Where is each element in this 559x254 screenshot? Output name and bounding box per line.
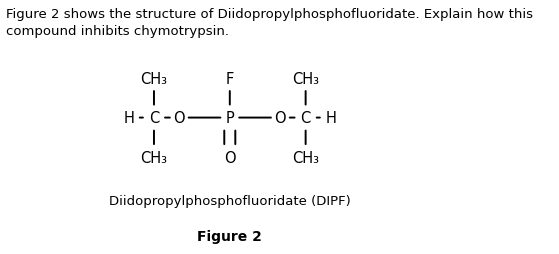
Text: CH₃: CH₃ (292, 150, 319, 165)
Text: CH₃: CH₃ (140, 71, 168, 86)
Text: O: O (224, 150, 235, 165)
Text: C: C (149, 111, 159, 125)
Text: Diidopropylphosphofluoridate (DIPF): Diidopropylphosphofluoridate (DIPF) (109, 194, 350, 207)
Text: O: O (274, 111, 286, 125)
Text: P: P (225, 111, 234, 125)
Text: Figure 2 shows the structure of Diidopropylphosphofluoridate. Explain how this
c: Figure 2 shows the structure of Diidopro… (6, 8, 533, 38)
Text: C: C (301, 111, 311, 125)
Text: O: O (173, 111, 185, 125)
Text: CH₃: CH₃ (140, 150, 168, 165)
Text: CH₃: CH₃ (292, 71, 319, 86)
Text: H: H (325, 111, 337, 125)
Text: H: H (123, 111, 134, 125)
Text: F: F (226, 71, 234, 86)
Text: Figure 2: Figure 2 (197, 229, 262, 243)
